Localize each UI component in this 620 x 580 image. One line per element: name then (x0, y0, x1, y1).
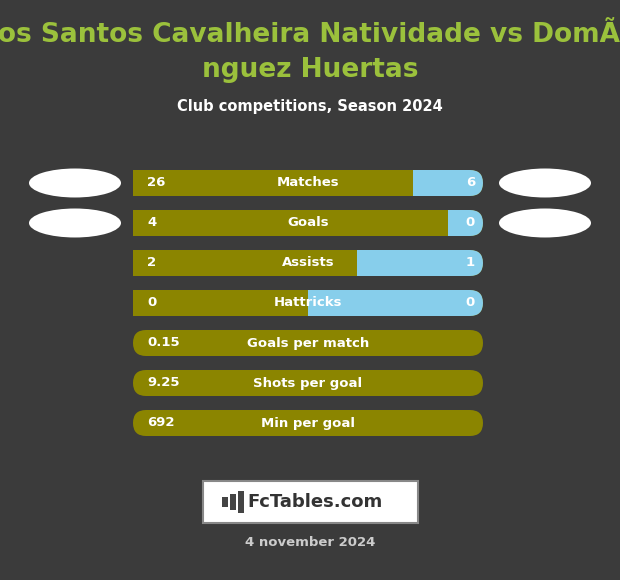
Text: FcTables.com: FcTables.com (247, 493, 383, 511)
Text: Hattricks: Hattricks (274, 296, 342, 310)
FancyBboxPatch shape (133, 210, 483, 236)
Text: 6: 6 (466, 176, 475, 190)
Text: dos Santos Cavalheira Natividade vs DomÃ­-: dos Santos Cavalheira Natividade vs DomÃ… (0, 22, 620, 48)
FancyBboxPatch shape (133, 170, 483, 196)
Ellipse shape (29, 169, 121, 198)
Text: Matches: Matches (277, 176, 339, 190)
FancyBboxPatch shape (230, 494, 236, 510)
Ellipse shape (29, 208, 121, 237)
FancyBboxPatch shape (344, 250, 357, 276)
FancyBboxPatch shape (133, 290, 483, 316)
Text: 9.25: 9.25 (147, 376, 180, 390)
Text: 0: 0 (147, 296, 156, 310)
FancyBboxPatch shape (238, 491, 244, 513)
Text: 0: 0 (466, 216, 475, 230)
Text: Shots per goal: Shots per goal (254, 376, 363, 390)
Text: 4 november 2024: 4 november 2024 (245, 535, 375, 549)
FancyBboxPatch shape (133, 250, 357, 276)
FancyBboxPatch shape (435, 210, 448, 236)
Text: 1: 1 (466, 256, 475, 270)
FancyBboxPatch shape (133, 170, 413, 196)
FancyBboxPatch shape (133, 410, 483, 436)
Text: Goals per match: Goals per match (247, 336, 369, 350)
Text: 2: 2 (147, 256, 156, 270)
FancyBboxPatch shape (133, 210, 448, 236)
Text: 0: 0 (466, 296, 475, 310)
FancyBboxPatch shape (133, 170, 159, 196)
FancyBboxPatch shape (133, 210, 159, 236)
Text: Goals: Goals (287, 216, 329, 230)
Text: 4: 4 (147, 216, 156, 230)
FancyBboxPatch shape (133, 330, 483, 356)
FancyBboxPatch shape (133, 290, 159, 316)
FancyBboxPatch shape (133, 250, 483, 276)
FancyBboxPatch shape (133, 250, 159, 276)
FancyBboxPatch shape (203, 481, 417, 523)
Text: 692: 692 (147, 416, 174, 430)
FancyBboxPatch shape (133, 170, 483, 196)
Text: Assists: Assists (281, 256, 334, 270)
FancyBboxPatch shape (222, 497, 228, 507)
Ellipse shape (499, 169, 591, 198)
FancyBboxPatch shape (400, 170, 413, 196)
Text: Club competitions, Season 2024: Club competitions, Season 2024 (177, 100, 443, 114)
FancyBboxPatch shape (133, 370, 483, 396)
FancyBboxPatch shape (133, 290, 308, 316)
Text: nguez Huertas: nguez Huertas (202, 57, 418, 83)
FancyBboxPatch shape (133, 210, 483, 236)
Text: Min per goal: Min per goal (261, 416, 355, 430)
Ellipse shape (499, 208, 591, 237)
Text: 0.15: 0.15 (147, 336, 180, 350)
FancyBboxPatch shape (133, 250, 483, 276)
Text: 26: 26 (147, 176, 166, 190)
FancyBboxPatch shape (295, 290, 308, 316)
FancyBboxPatch shape (133, 290, 483, 316)
